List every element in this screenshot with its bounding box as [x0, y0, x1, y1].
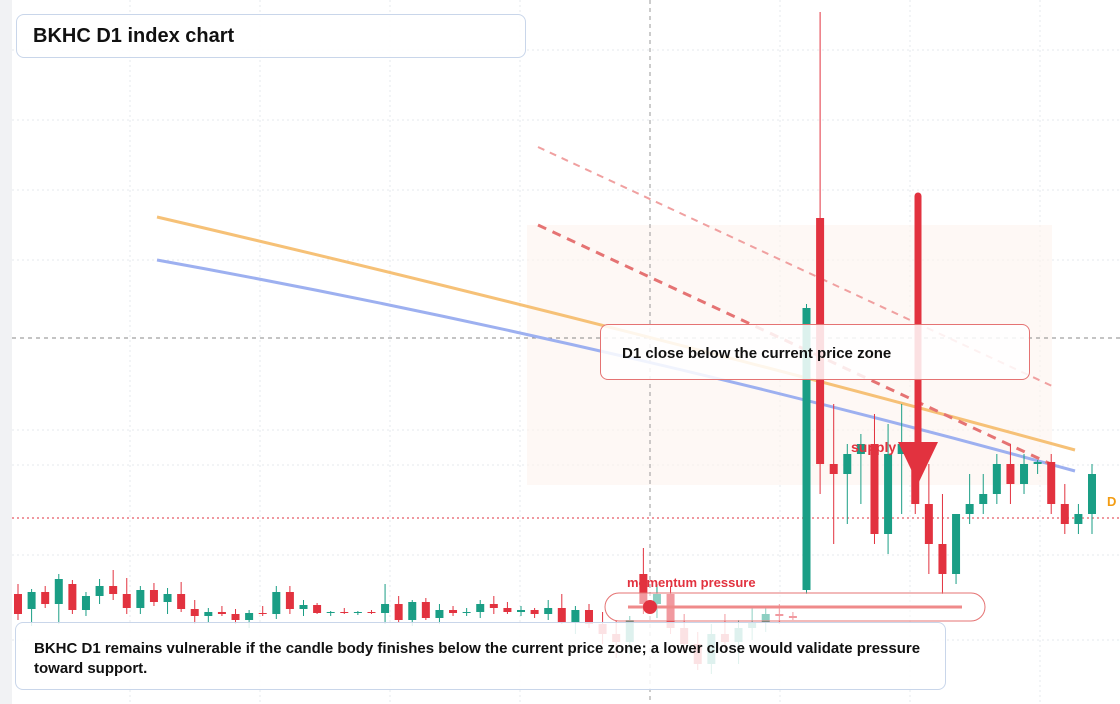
candle-body [544, 608, 553, 614]
candle-body [530, 610, 539, 614]
candle-body [517, 610, 526, 612]
candle-body [884, 454, 893, 534]
candle-body [1006, 464, 1015, 484]
candle-body [992, 464, 1001, 494]
candle-body [41, 592, 50, 604]
candle-body [54, 579, 63, 604]
candle-body [1074, 514, 1083, 524]
candle-body [285, 592, 294, 609]
left-rail [0, 0, 12, 704]
candle-body [122, 594, 131, 608]
candle-body [353, 612, 362, 613]
candle-body [421, 602, 430, 618]
candle-body [95, 586, 104, 596]
candle-body [109, 586, 118, 594]
candle-body [979, 494, 988, 504]
candle-body [503, 608, 512, 612]
candle-body [802, 308, 811, 590]
candle-body [231, 614, 240, 620]
note-box: BKHC D1 remains vulnerable if the candle… [15, 622, 946, 690]
candle-body [177, 594, 186, 609]
candle-body [258, 613, 267, 614]
candle-body [829, 464, 838, 474]
candle-body [952, 514, 961, 574]
candle-body [435, 610, 444, 618]
callout-box: D1 close below the current price zone [600, 324, 1030, 380]
momentum-label: momentum pressure [627, 575, 756, 590]
candle-body [1020, 464, 1029, 484]
candle-body [313, 605, 322, 613]
candle-body [476, 604, 485, 612]
candle-body [571, 610, 580, 622]
candle-body [367, 612, 376, 613]
candle-body [204, 612, 213, 616]
candle-body [843, 454, 852, 474]
candle-body [449, 610, 458, 613]
candle-body [408, 602, 417, 620]
candle-body [1047, 462, 1056, 504]
candle-body [462, 612, 471, 613]
candle-body [326, 612, 335, 613]
candle-body [870, 444, 879, 534]
candle-body [136, 590, 145, 608]
candle-body [299, 605, 308, 609]
candle-body [381, 604, 390, 613]
candle-body [163, 594, 172, 602]
candle-body [272, 592, 281, 614]
candle-body [81, 596, 90, 610]
candle-body [557, 608, 566, 622]
candle-body [149, 590, 158, 602]
candle-body [394, 604, 403, 620]
candle-body [1088, 474, 1096, 514]
candle-body [340, 612, 349, 613]
candle-body [489, 604, 498, 608]
candle-body [584, 610, 593, 624]
candle-body [68, 584, 77, 610]
candle-body [190, 609, 199, 616]
arrow-head [898, 442, 938, 484]
title-box: BKHC D1 index chart [16, 14, 526, 58]
candle-body [856, 444, 865, 454]
edge-label: D [1107, 494, 1116, 509]
candle-body [1033, 462, 1042, 464]
candle-body [217, 612, 226, 614]
candle-body [938, 544, 947, 574]
candle-body [14, 594, 22, 614]
candle-body [245, 613, 254, 620]
zone-label: supply [851, 439, 896, 455]
candle-body [924, 504, 933, 544]
candle-body [965, 504, 974, 514]
candle-body [1060, 504, 1069, 524]
candle-body [27, 592, 36, 609]
candle-body [639, 574, 648, 604]
momentum-dot [643, 600, 657, 614]
